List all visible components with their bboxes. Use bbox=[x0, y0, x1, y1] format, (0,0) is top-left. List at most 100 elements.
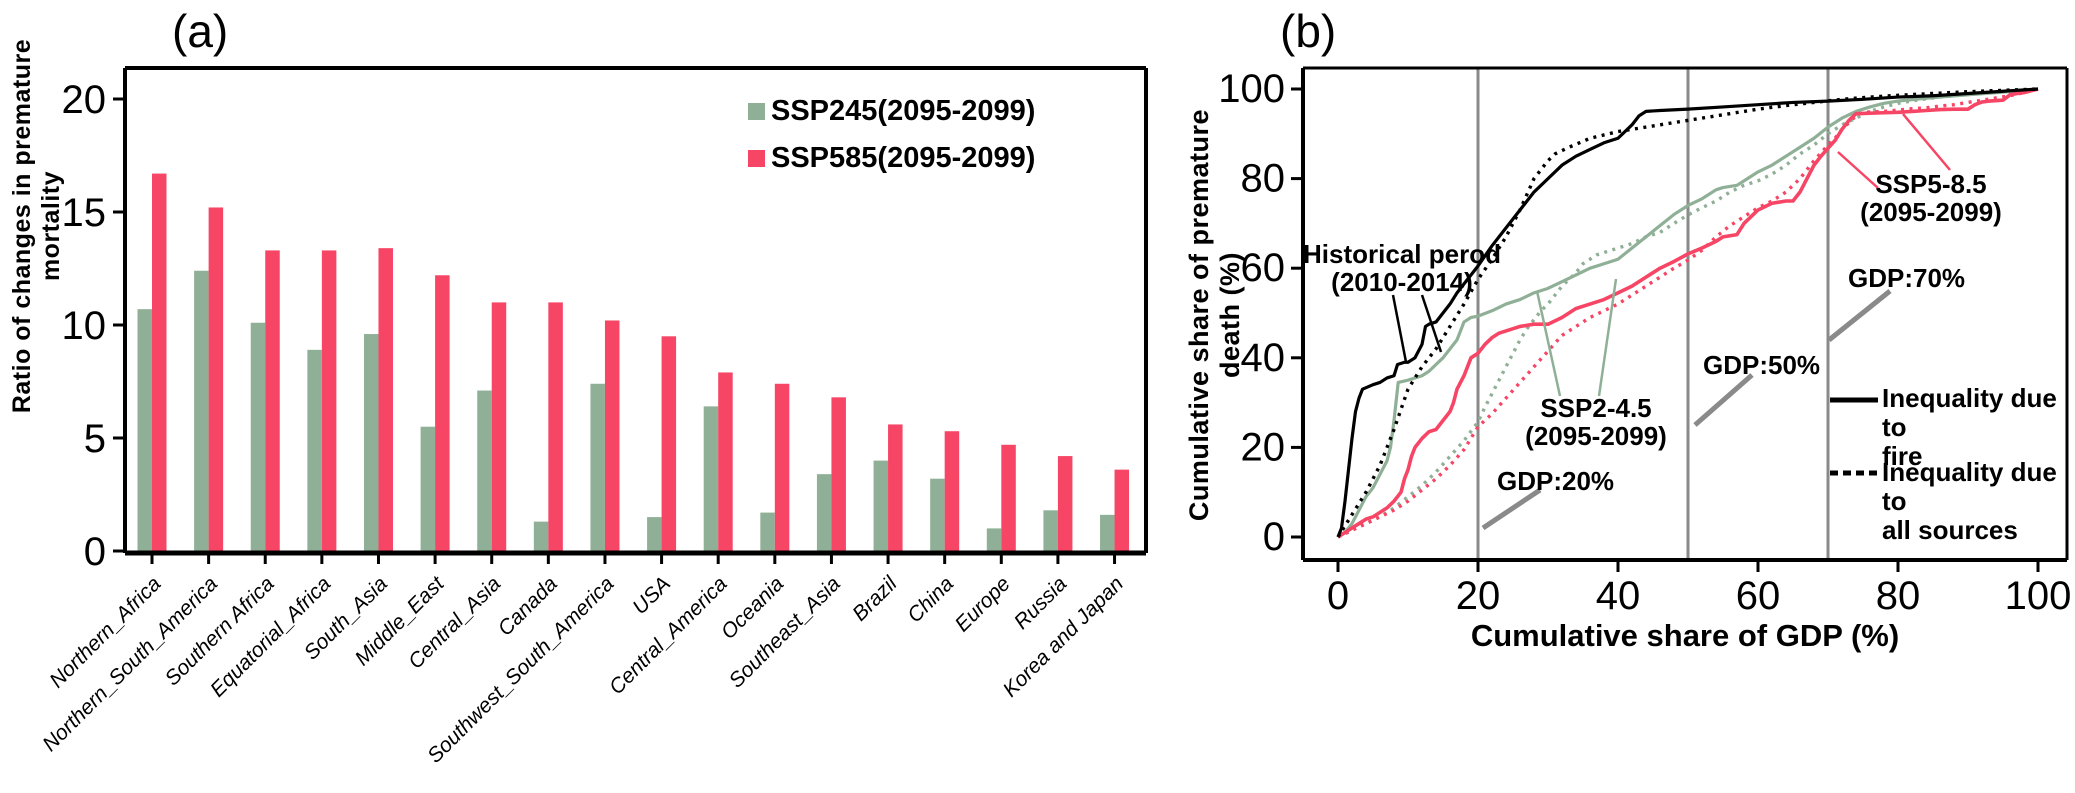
bar-ssp585-10 bbox=[718, 372, 733, 552]
bar-ssp585-0 bbox=[152, 173, 167, 552]
panel-a-legend: SSP245(2095-2099) SSP585(2095-2099) bbox=[748, 92, 1035, 177]
y-tick-label: 0 bbox=[1263, 515, 1285, 559]
annotation-line: (2095-2099) bbox=[1860, 197, 2002, 227]
bar-ssp245-3 bbox=[307, 349, 322, 552]
category-label: Brazil bbox=[848, 571, 902, 625]
bar-ssp245-6 bbox=[477, 390, 492, 552]
bar-ssp245-0 bbox=[137, 309, 152, 552]
annotation-line: (2095-2099) bbox=[1525, 421, 1667, 451]
bar-ssp245-2 bbox=[250, 322, 266, 552]
annotation-line: SSP5-8.5 bbox=[1875, 169, 1987, 199]
x-tick-label: 40 bbox=[1596, 574, 1641, 618]
legend-item-ssp585: SSP585(2095-2099) bbox=[748, 139, 1035, 177]
x-tick-label: 80 bbox=[1876, 574, 1921, 618]
gdp50-pointer bbox=[1693, 373, 1754, 427]
y-tick-label: 60 bbox=[1241, 246, 1286, 290]
annotation-gdp-20: GDP:20% bbox=[1497, 466, 1615, 496]
leader-ssp585-all bbox=[1837, 151, 1879, 189]
panel-b-legend-all-sources: Inequality due to all sources bbox=[1882, 458, 2075, 545]
bar-ssp245-16 bbox=[1043, 510, 1058, 552]
bar-ssp245-8 bbox=[590, 383, 605, 552]
panel-b-legend-fire: Inequality due to fire bbox=[1882, 384, 2075, 471]
x-tick-label: 100 bbox=[2005, 574, 2072, 618]
y-tick-label: 15 bbox=[62, 191, 107, 235]
bar-ssp585-4 bbox=[378, 248, 393, 552]
bar-ssp245-12 bbox=[816, 474, 832, 552]
legend-line: fire bbox=[1882, 441, 1923, 471]
bar-ssp585-5 bbox=[435, 275, 450, 552]
y-tick-label: 40 bbox=[1241, 336, 1286, 380]
leader-ssp585-fire bbox=[1902, 113, 1951, 171]
category-label: China bbox=[903, 572, 958, 627]
bar-ssp585-9 bbox=[661, 336, 677, 552]
bar-ssp585-2 bbox=[265, 250, 280, 553]
bar-ssp245-1 bbox=[194, 270, 209, 552]
bar-ssp585-17 bbox=[1114, 469, 1130, 552]
x-tick-label: 20 bbox=[1456, 574, 1501, 618]
annotation-line: (2010-2014) bbox=[1331, 267, 1473, 297]
legend-line: Inequality due to bbox=[1882, 383, 2057, 442]
bar-ssp245-17 bbox=[1100, 514, 1115, 552]
curve-historical-period-2010-2014-due-to-fire bbox=[1336, 87, 2039, 538]
bar-ssp585-16 bbox=[1057, 456, 1073, 552]
y-tick-label: 100 bbox=[1218, 67, 1285, 111]
category-label: Europe bbox=[951, 572, 1015, 636]
bar-ssp585-1 bbox=[208, 207, 224, 553]
panel-b-title: (b) bbox=[1280, 5, 1337, 57]
leader-historical-all bbox=[1420, 294, 1443, 353]
bar-ssp585-3 bbox=[321, 250, 337, 553]
panel-b-x-axis-label: Cumulative share of GDP (%) bbox=[1470, 618, 1900, 653]
y-tick-label: 10 bbox=[62, 304, 107, 348]
bar-ssp585-14 bbox=[944, 431, 960, 552]
curve-ssp2-4-5-2095-2099-due-to-fire bbox=[1337, 87, 2039, 539]
annotation-line: Historical perod bbox=[1303, 239, 1501, 269]
bar-ssp245-10 bbox=[703, 406, 719, 552]
leader-historical-fire bbox=[1391, 294, 1408, 363]
bar-ssp585-7 bbox=[548, 302, 563, 552]
bar-ssp245-9 bbox=[647, 517, 662, 552]
panel-a-y-axis-label: Ratio of changes in premature mortality bbox=[8, 38, 65, 414]
leader-ssp245-fire bbox=[1535, 290, 1562, 397]
bar-ssp585-13 bbox=[888, 424, 903, 552]
x-tick-label: 60 bbox=[1736, 574, 1781, 618]
bar-ssp245-15 bbox=[986, 528, 1002, 552]
annotation-gdp-70: GDP:70% bbox=[1848, 263, 1966, 293]
annotation-gdp-50: GDP:50% bbox=[1703, 350, 1821, 380]
bar-ssp585-6 bbox=[491, 302, 507, 552]
legend-line: Inequality due to bbox=[1882, 457, 2057, 516]
annotation-ssp5-85: SSP5-8.5 (2095-2099) bbox=[1821, 170, 2041, 226]
bar-ssp585-12 bbox=[831, 397, 846, 552]
annotation-ssp2-45: SSP2-4.5 (2095-2099) bbox=[1486, 394, 1706, 450]
bar-ssp245-7 bbox=[533, 521, 549, 552]
category-label: USA bbox=[628, 572, 675, 619]
bar-ssp585-15 bbox=[1001, 444, 1016, 552]
bar-ssp585-11 bbox=[774, 383, 790, 552]
gdp70-pointer bbox=[1827, 289, 1892, 342]
annotation-historical-period: Historical perod (2010-2014) bbox=[1292, 240, 1512, 296]
legend-item-ssp245: SSP245(2095-2099) bbox=[748, 92, 1035, 130]
bar-ssp585-8 bbox=[604, 320, 620, 552]
bar-ssp245-5 bbox=[420, 426, 436, 552]
bar-ssp245-13 bbox=[873, 460, 889, 552]
legend-item-label: SSP245(2095-2099) bbox=[771, 94, 1036, 127]
gdp20-pointer bbox=[1481, 487, 1542, 531]
annotation-line: SSP2-4.5 bbox=[1540, 393, 1652, 423]
y-tick-label: 20 bbox=[1241, 425, 1286, 469]
ssp245-swatch-icon bbox=[748, 102, 765, 120]
panel-a-title: (a) bbox=[172, 5, 229, 57]
bar-ssp245-14 bbox=[930, 478, 945, 552]
leader-ssp245-all bbox=[1597, 278, 1618, 397]
curve-ssp5-8-5-2095-2099-due-to-fire bbox=[1337, 87, 2039, 539]
legend-line: all sources bbox=[1882, 515, 2018, 545]
y-tick-label: 80 bbox=[1241, 157, 1286, 201]
bar-ssp245-11 bbox=[760, 512, 775, 552]
ssp585-swatch-icon bbox=[748, 149, 765, 167]
y-tick-label: 20 bbox=[62, 78, 107, 122]
x-tick-label: 0 bbox=[1327, 574, 1349, 618]
y-tick-label: 0 bbox=[84, 530, 106, 574]
bar-ssp245-4 bbox=[363, 334, 379, 552]
y-tick-label: 5 bbox=[84, 417, 106, 461]
legend-item-label: SSP585(2095-2099) bbox=[771, 141, 1036, 174]
